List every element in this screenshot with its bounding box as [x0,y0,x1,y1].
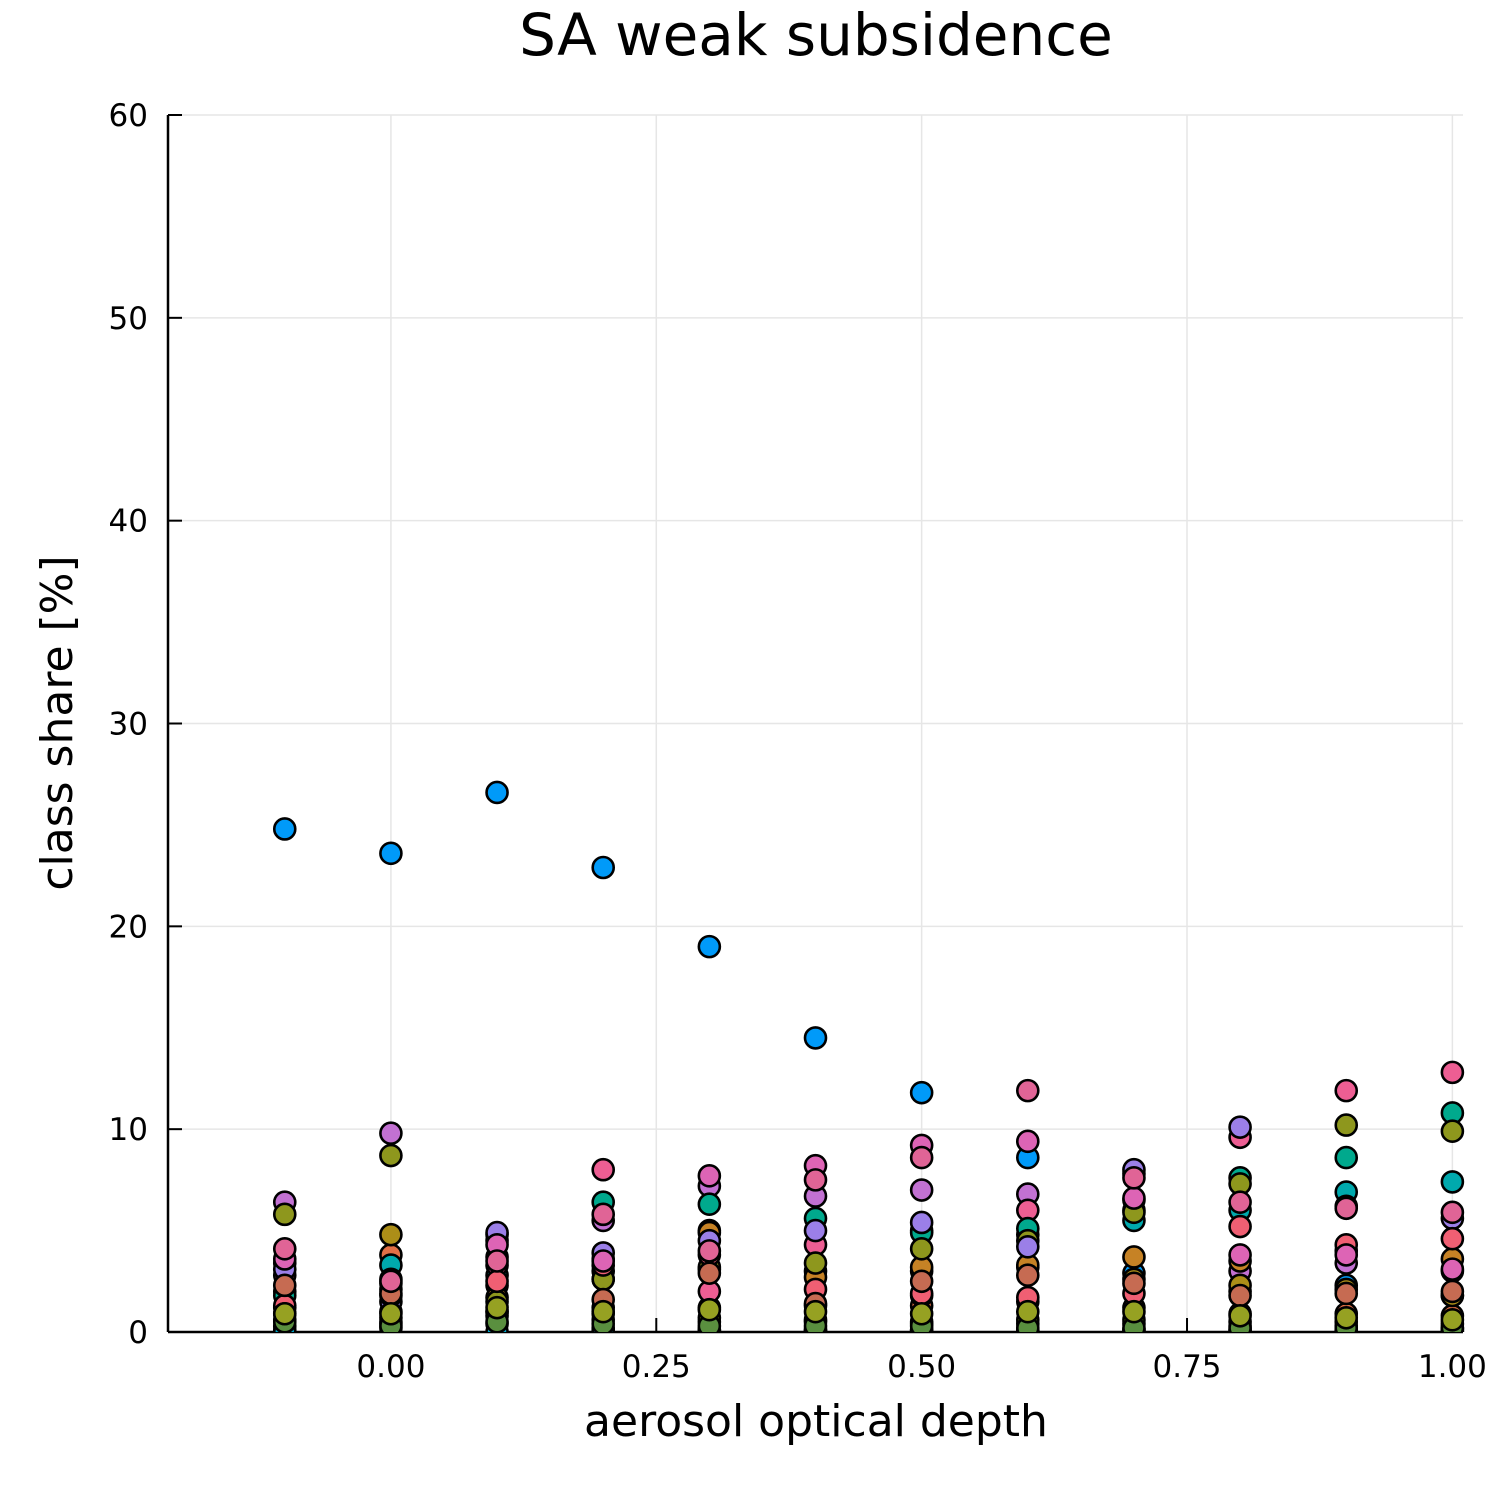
scatter-point [1440,1119,1465,1143]
scatter-point [1015,1078,1040,1103]
scatter-point [697,1164,722,1188]
y-axis-label: class share [%] [32,555,83,890]
scatter-point [379,1121,403,1146]
scatter-point [1015,1299,1040,1324]
x-axis-label: aerosol optical depth [584,1396,1048,1447]
scatter-point [272,817,297,841]
y-tick-label: 20 [109,909,148,945]
scatter-point [803,1218,828,1243]
scatter-point [697,934,722,959]
y-tick-label: 40 [109,504,148,540]
scatter-point [1334,1113,1359,1137]
scatter-point [1334,1281,1359,1306]
scatter-point [591,1202,616,1227]
x-tick-label: 0.00 [356,1349,425,1385]
scatter-point [272,1237,297,1261]
scatter-point [1122,1186,1146,1210]
scatter-point [485,1269,509,1294]
scatter-point [909,1210,934,1235]
y-tick-label: 0 [128,1315,148,1351]
scatter-point [1440,1257,1465,1281]
scatter-point [803,1168,828,1192]
scatter-point [379,841,403,866]
scatter-point [272,1301,297,1326]
scatter-point [591,1157,616,1182]
scatter-point [272,1202,297,1227]
axis-layer: 0.00 0.25 0.50 0.75 1.00 0 10 20 30 40 50 60 [109,98,1487,1385]
scatter-point [697,1192,722,1217]
scatter-point [1334,1078,1359,1103]
y-tick-label: 10 [109,1112,148,1148]
chart-title: SA weak subsidence [519,1,1113,69]
scatter-point [1228,1243,1252,1267]
scatter-point [909,1301,934,1326]
scatter-point [1440,1226,1465,1251]
y-tick-label: 30 [109,707,148,743]
scatter-point [909,1080,934,1105]
scatter-point [591,1299,616,1324]
x-tick-label: 0.25 [622,1349,691,1385]
y-tick-label: 60 [109,98,148,134]
scatter-point [909,1269,934,1294]
scatter-point [1122,1245,1146,1269]
scatter-point [697,1261,722,1285]
scatter-point [909,1178,934,1202]
scatter-point [1440,1200,1465,1225]
scatter-point [379,1143,403,1168]
scatter-point [1228,1115,1252,1139]
scatter-point [379,1222,403,1247]
scatter-point [1440,1170,1465,1194]
scatter-point [1015,1235,1040,1259]
scatter-point [909,1145,934,1170]
scatter-point [1334,1306,1359,1330]
scatter-point [272,1273,297,1298]
scatter-point [1015,1129,1040,1154]
scatter-point [1334,1243,1359,1267]
scatter-point [697,1297,722,1322]
scatter-point [485,780,509,805]
scatter-point [697,1239,722,1263]
scatter-point [1228,1214,1252,1239]
scatter-point [379,1301,403,1326]
scatter-point [1228,1303,1252,1328]
scatter-point [803,1299,828,1324]
scatter-point [909,1237,934,1261]
scatter-point [379,1269,403,1294]
grid-layer [168,114,1463,1333]
scatter-point [1228,1283,1252,1308]
scatter-point [591,1249,616,1273]
scatter-point [1440,1279,1465,1304]
scatter-point [1228,1190,1252,1214]
scatter-point [485,1249,509,1273]
scatter-point [803,1026,828,1050]
x-tick-label: 1.00 [1418,1349,1487,1385]
scatter-point [803,1251,828,1275]
scatter-point [1334,1145,1359,1170]
x-tick-label: 0.75 [1153,1349,1222,1385]
point-layer [272,780,1465,1332]
scatter-point [591,855,616,880]
scatter-point [1122,1166,1146,1190]
scatter-point [1334,1196,1359,1221]
scatter-point [1440,1060,1465,1085]
scatter-point [1122,1299,1146,1324]
y-tick-label: 50 [109,301,148,337]
scatter-point [485,1295,509,1320]
scatter-point [1122,1271,1146,1296]
x-tick-label: 0.50 [887,1349,956,1385]
scatter-point [1440,1308,1465,1332]
scatter-point [1015,1263,1040,1288]
